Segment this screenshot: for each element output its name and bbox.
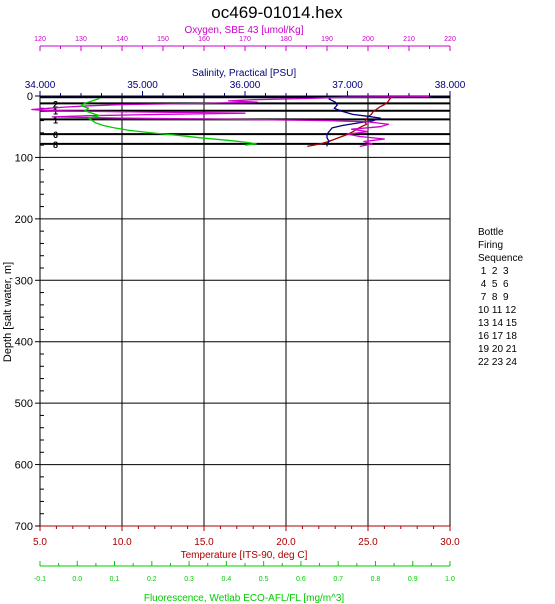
oxygen-axis-tick-label: 140 bbox=[116, 36, 128, 43]
temperature-axis-tick-label: 30.0 bbox=[440, 537, 460, 548]
chart-title: oc469-01014.hex bbox=[211, 3, 343, 22]
legend-title-line: Bottle bbox=[478, 227, 504, 238]
legend-sequence-row: 13 14 15 bbox=[478, 318, 517, 329]
depth-axis-tick-label: 600 bbox=[15, 460, 33, 472]
oxygen-axis-tick-label: 160 bbox=[198, 36, 210, 43]
temperature-axis-label: Temperature [ITS-90, deg C] bbox=[181, 550, 308, 561]
depth-axis-tick-label: 200 bbox=[15, 214, 33, 226]
salinity-axis-tick-label: 37.000 bbox=[332, 80, 363, 91]
legend-sequence-row: 22 23 24 bbox=[478, 357, 517, 368]
oxygen-axis-tick-label: 180 bbox=[280, 36, 292, 43]
series-line-fluorescence bbox=[80, 97, 257, 146]
oxygen-axis-tick-label: 210 bbox=[403, 36, 415, 43]
data-series bbox=[31, 95, 430, 148]
legend-sequence-row: 10 11 12 bbox=[478, 305, 517, 316]
fluorescence-axis-tick-label: 0.3 bbox=[184, 576, 194, 583]
legend-sequence-row: 4 5 6 bbox=[478, 279, 509, 290]
temperature-axis-tick-label: 25.0 bbox=[358, 537, 378, 548]
legend-title-line: Firing bbox=[478, 240, 504, 251]
temperature-axis-tick-label: 20.0 bbox=[276, 537, 296, 548]
fluorescence-axis-tick-label: 0.2 bbox=[147, 576, 157, 583]
depth-axis-tick-label: 700 bbox=[15, 521, 33, 533]
fluorescence-axis-tick-label: 0.6 bbox=[296, 576, 306, 583]
fluorescence-axis-tick-label: 0.9 bbox=[408, 576, 418, 583]
bottle-label: 8 bbox=[53, 140, 58, 150]
oxygen-axis-tick-label: 150 bbox=[157, 36, 169, 43]
temperature-axis-tick-label: 5.0 bbox=[33, 537, 47, 548]
bottle-label: 1 bbox=[53, 107, 58, 117]
fluorescence-axis-tick-label: 0.0 bbox=[72, 576, 82, 583]
plot-frame bbox=[39, 95, 451, 527]
depth-axis-tick-label: 0 bbox=[27, 91, 33, 103]
fluorescence-axis-tick-label: 0.5 bbox=[259, 576, 269, 583]
fluorescence-axis-tick-label: 0.4 bbox=[221, 576, 231, 583]
oxygen-axis-label: Oxygen, SBE 43 [umol/Kg] bbox=[185, 25, 304, 36]
salinity-axis-tick-label: 38.000 bbox=[435, 80, 466, 91]
legend-sequence-row: 16 17 18 bbox=[478, 331, 517, 342]
fluorescence-axis-tick-label: 0.1 bbox=[110, 576, 120, 583]
fluorescence-axis-tick-label: -0.1 bbox=[34, 576, 46, 583]
oxygen-axis-tick-label: 220 bbox=[444, 36, 456, 43]
oxygen-axis-tick-label: 200 bbox=[362, 36, 374, 43]
depth-axis-tick-label: 300 bbox=[15, 275, 33, 287]
depth-axis-tick-label: 500 bbox=[15, 398, 33, 410]
fluorescence-axis-label: Fluorescence, Wetlab ECO-AFL/FL [mg/m^3] bbox=[144, 593, 345, 604]
fluorescence-axis-tick-label: 0.8 bbox=[371, 576, 381, 583]
salinity-axis-label: Salinity, Practical [PSU] bbox=[192, 68, 297, 79]
legend-sequence-row: 19 20 21 bbox=[478, 344, 517, 355]
temperature-axis-tick-label: 10.0 bbox=[112, 537, 132, 548]
oxygen-axis-tick-label: 190 bbox=[321, 36, 333, 43]
salinity-axis-tick-label: 35.000 bbox=[127, 80, 158, 91]
series-line-oxygen bbox=[31, 95, 430, 148]
series-line-temperature bbox=[307, 96, 392, 148]
legend-sequence-row: 7 8 9 bbox=[478, 292, 509, 303]
oxygen-axis-tick-label: 120 bbox=[34, 36, 46, 43]
bottle-label: 1 bbox=[53, 115, 58, 125]
depth-axis-label: Depth [salt water, m] bbox=[2, 262, 14, 362]
salinity-axis-tick-label: 36.000 bbox=[230, 80, 261, 91]
bottle-label: 2 bbox=[53, 99, 58, 109]
depth-axis-tick-label: 400 bbox=[15, 337, 33, 349]
depth-axis-tick-label: 100 bbox=[15, 152, 33, 164]
bottle-firing-legend: Bottle Firing Sequence 1 2 3 4 5 6 7 8 9… bbox=[478, 226, 523, 369]
legend-sequence-row: 1 2 3 bbox=[478, 266, 509, 277]
salinity-axis-tick-label: 34.000 bbox=[25, 80, 56, 91]
oxygen-axis-tick-label: 170 bbox=[239, 36, 251, 43]
fluorescence-axis-tick-label: 1.0 bbox=[445, 576, 455, 583]
legend-title-line: Sequence bbox=[478, 253, 524, 264]
oxygen-axis-tick-label: 130 bbox=[75, 36, 87, 43]
bottle-label: 6 bbox=[53, 130, 58, 140]
series-line-salinity bbox=[326, 96, 381, 147]
grid bbox=[39, 95, 451, 527]
fluorescence-axis-tick-label: 0.7 bbox=[333, 576, 343, 583]
temperature-axis-tick-label: 15.0 bbox=[194, 537, 214, 548]
